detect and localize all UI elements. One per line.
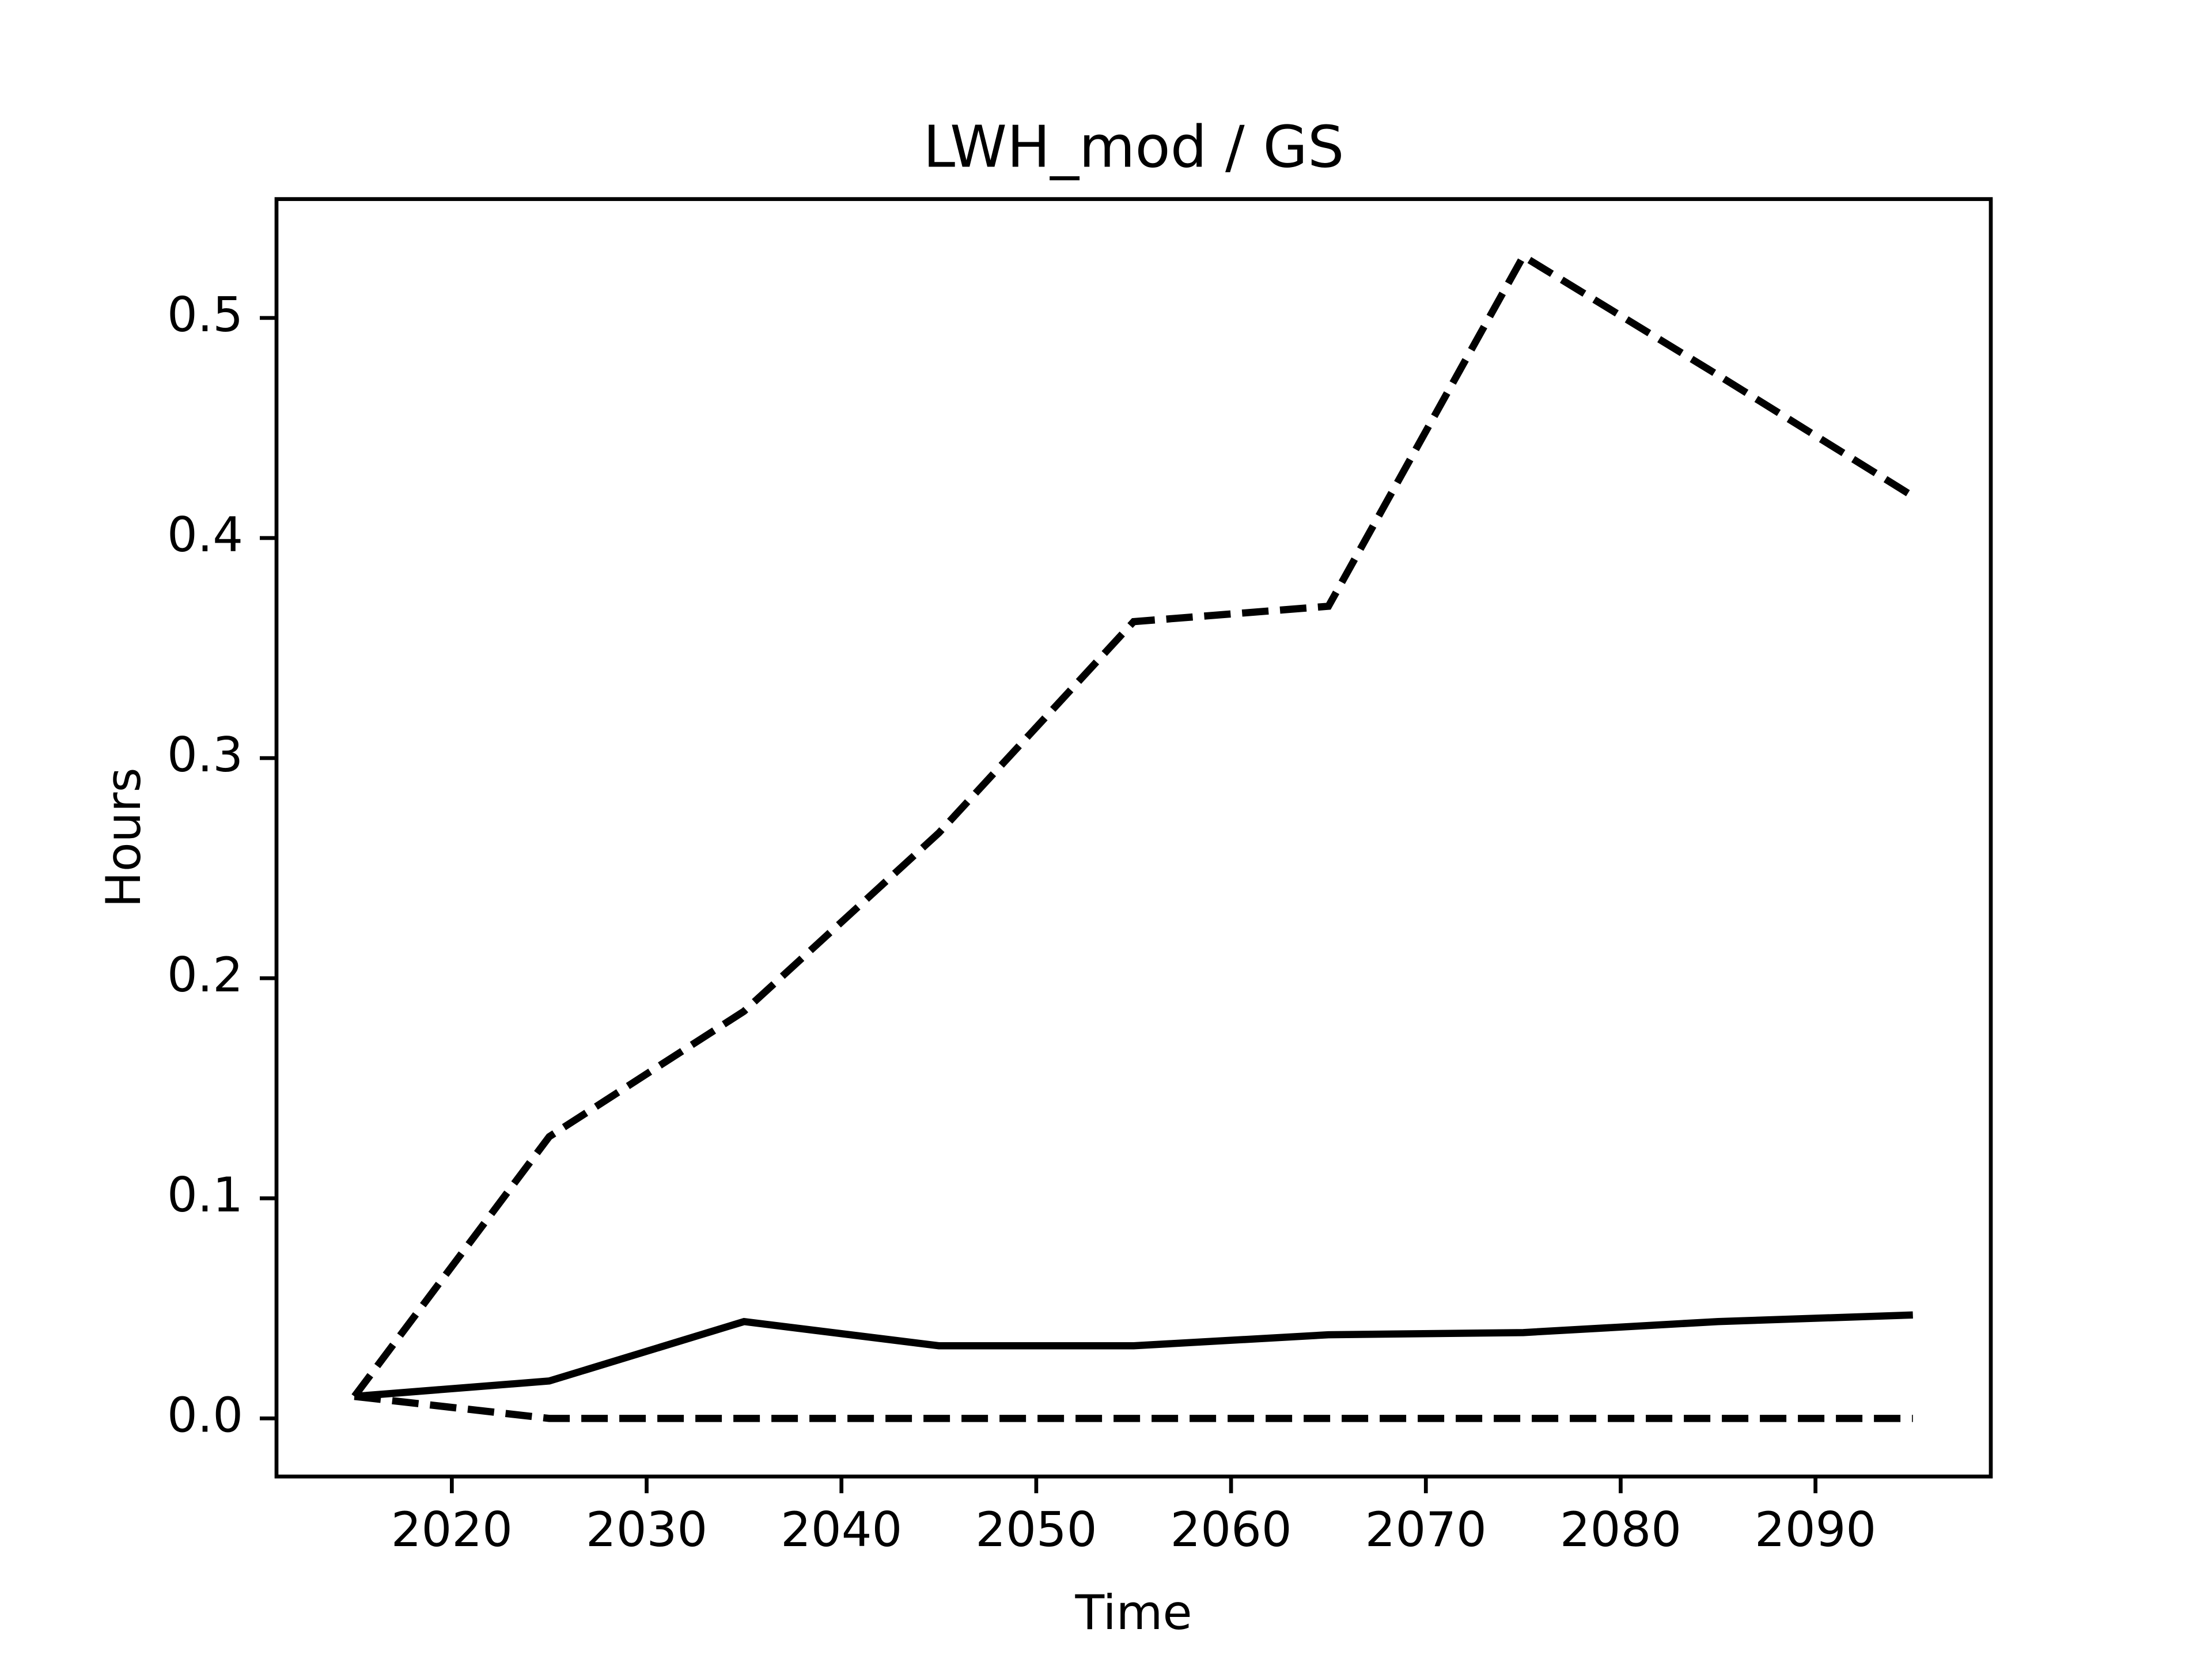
y-tick-label: 0.3	[167, 727, 243, 783]
x-tick-label: 2070	[1365, 1502, 1487, 1558]
x-tick-label: 2040	[781, 1502, 902, 1558]
x-tick-label: 2020	[391, 1502, 513, 1558]
y-tick-label: 0.5	[167, 287, 243, 343]
x-tick-label: 2080	[1560, 1502, 1681, 1558]
plot-frame	[274, 197, 1993, 1479]
y-tick-label: 0.1	[167, 1167, 243, 1223]
x-tick-label: 2060	[1170, 1502, 1291, 1558]
x-tick-label: 2050	[975, 1502, 1097, 1558]
x-tick-label: 2030	[586, 1502, 707, 1558]
y-tick-label: 0.4	[167, 507, 243, 563]
line-series	[351, 251, 1915, 1399]
y-tick-label: 0.0	[167, 1387, 243, 1443]
chart-title: LWH_mod / GS	[923, 113, 1344, 180]
y-tick-label: 0.2	[167, 947, 243, 1003]
line-series	[354, 1311, 1913, 1400]
x-axis-label: Time	[1074, 1585, 1192, 1641]
y-axis-label: Hours	[96, 767, 151, 907]
line-series	[354, 1392, 1913, 1422]
x-tick-label: 2090	[1755, 1502, 1876, 1558]
